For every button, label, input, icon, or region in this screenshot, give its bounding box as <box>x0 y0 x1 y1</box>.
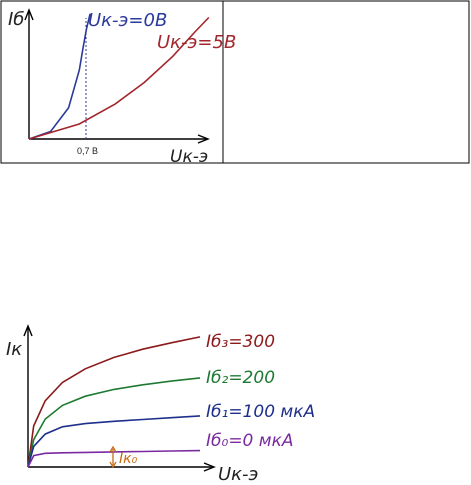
chart1-series-line-ukz5 <box>28 16 210 140</box>
ik0-annotation: Iк₀ <box>119 451 138 467</box>
chart2-series-line-ib0 <box>27 449 201 468</box>
chart1-series-label-ukz5: Uк-э=5В <box>157 32 236 53</box>
chart1-series-label-ukz0: Uк-э=0В <box>88 10 167 31</box>
chart1-x-axis <box>29 134 210 144</box>
input-characteristic-chart: Iб Uк-э 0,7 В Uк-э=0В Uк-э=5В <box>8 8 236 167</box>
chart2-x-axis <box>28 462 216 472</box>
chart1-x-tick-label: 0,7 В <box>77 146 98 156</box>
chart1-series-line-ukz0 <box>28 13 91 140</box>
chart2-series-line-ib1 <box>27 415 201 468</box>
output-characteristic-chart: Iк Uк-э Iб₃=300 Iб₂=200 Iб₁=100 мкА Iб₀=… <box>6 324 315 485</box>
chart2-x-axis-label: Uк-э <box>218 464 258 485</box>
chart2-series-label-ib2: Iб₂=200 <box>206 368 275 388</box>
chart1-y-axis <box>24 8 34 139</box>
chart2-series-label-ib0: Iб₀=0 мкА <box>206 431 294 451</box>
table-cell-right <box>222 0 470 164</box>
chart2-series-line-ib2 <box>27 377 201 468</box>
chart2-y-axis <box>23 324 33 467</box>
chart2-series-label-ib1: Iб₁=100 мкА <box>206 402 315 422</box>
ik0-marker <box>109 445 117 469</box>
top-table <box>0 0 470 164</box>
chart2-y-axis-label: Iк <box>6 339 22 360</box>
chart2-series-line-ib3 <box>27 336 201 468</box>
chart2-series-label-ib3: Iб₃=300 <box>206 332 275 352</box>
chart1-x-axis-label: Uк-э <box>170 147 208 167</box>
chart1-y-axis-label: Iб <box>8 9 24 30</box>
